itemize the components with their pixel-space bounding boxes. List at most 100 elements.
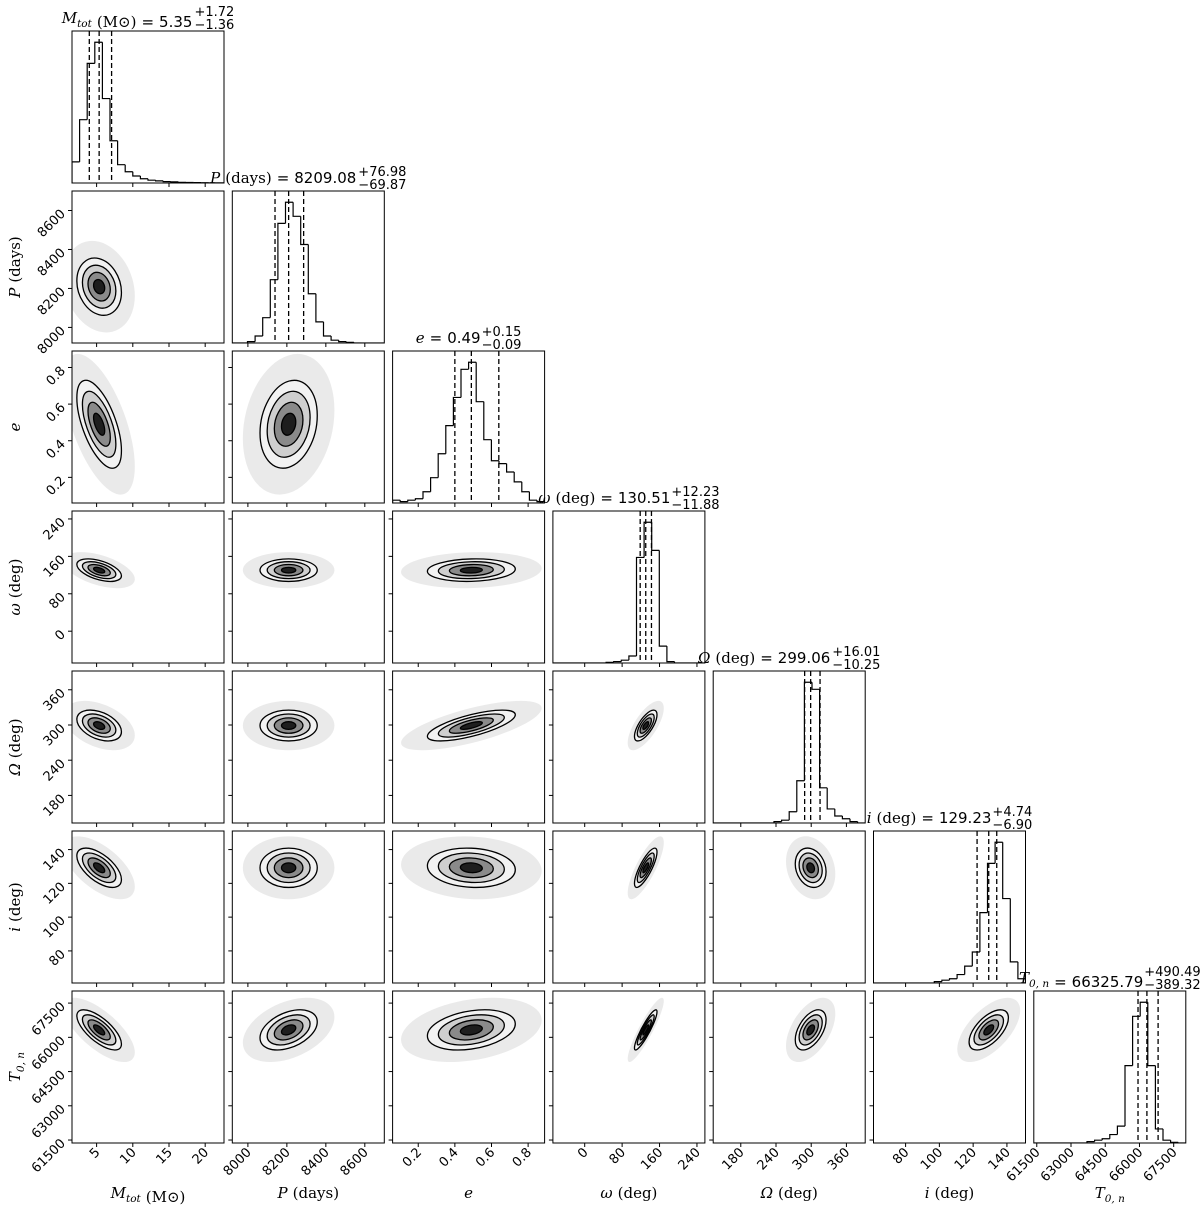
contour xyxy=(807,862,815,874)
histogram-bin xyxy=(1109,1133,1118,1139)
histogram-bin xyxy=(781,819,790,822)
x-tick-label: 5 xyxy=(87,1145,103,1161)
label-unit: (deg) xyxy=(556,489,596,507)
histogram-bin xyxy=(528,491,537,501)
panel-area xyxy=(873,831,1026,983)
y-tick-label: 64500 xyxy=(29,1068,69,1108)
panel-area xyxy=(401,552,542,589)
title-plus: +1.72 xyxy=(194,5,234,20)
histogram-bin xyxy=(628,655,637,661)
label-unit: (days) xyxy=(293,1184,339,1202)
x-tick-label: 8000 xyxy=(221,1145,255,1179)
title-plus: +0.15 xyxy=(482,325,522,340)
histogram-bin xyxy=(72,161,80,183)
y-tick-label: 8200 xyxy=(35,285,69,319)
histogram-bin xyxy=(673,661,683,663)
histogram-bin xyxy=(437,453,446,478)
contour xyxy=(281,567,295,573)
histogram-bin xyxy=(1094,1139,1103,1142)
x-tick-label: 160 xyxy=(638,1145,666,1173)
panel-title: P (days) = 8209.08 xyxy=(209,169,356,187)
histogram-bin xyxy=(139,175,148,180)
x-tick-label: 240 xyxy=(755,1145,783,1173)
panel-title: Mtot (M⊙) = 5.35 xyxy=(61,9,193,31)
panel-area xyxy=(72,997,135,1063)
panel-frame xyxy=(712,670,866,824)
panel-frame xyxy=(392,670,546,824)
panel-area xyxy=(72,552,135,589)
panel-area xyxy=(713,671,866,823)
label-symbol: T xyxy=(1095,1184,1106,1202)
histogram-bin xyxy=(658,550,667,647)
x-axis-label: e xyxy=(464,1184,473,1202)
y-tick-label: 0.4 xyxy=(44,437,69,462)
x-tick-label: 20 xyxy=(190,1145,212,1167)
x-axis-label: Mtot (M⊙) xyxy=(110,1184,186,1206)
histogram-bin xyxy=(826,787,835,810)
label-unit: (M⊙) xyxy=(146,1188,186,1206)
panel xyxy=(548,670,706,827)
histogram-bin xyxy=(788,811,797,821)
panel: 0.2 0.4 0.6 0.8 xyxy=(388,990,546,1170)
histogram-bin xyxy=(475,362,484,403)
contour xyxy=(643,861,649,875)
panel-title: T0, n = 66325.79 xyxy=(1019,969,1143,991)
y-tick-label: 240 xyxy=(41,515,69,543)
panel-frame xyxy=(71,990,225,1144)
y-axis-label: ω (deg) xyxy=(6,558,24,615)
panel-frame xyxy=(71,190,225,344)
histogram-bin xyxy=(345,341,354,343)
x-axis-label: ω (deg) xyxy=(600,1184,657,1202)
contour xyxy=(643,1023,649,1036)
histogram-bin xyxy=(1132,1015,1141,1066)
histogram-bin xyxy=(322,321,332,337)
panel-frame xyxy=(71,30,225,184)
y-axis-label: i (deg) xyxy=(6,882,24,932)
histogram-bin xyxy=(948,978,958,981)
contour xyxy=(281,863,295,873)
panel: T0, n = 66325.79+490.49−389.32 615006300064… xyxy=(1004,965,1200,1185)
panel xyxy=(228,670,385,827)
title-plus: +490.49 xyxy=(1144,965,1200,980)
histogram-bin xyxy=(155,180,164,182)
equals: = xyxy=(921,809,934,827)
histogram-bin xyxy=(964,965,973,975)
x-tick-label: 8400 xyxy=(299,1145,333,1179)
x-tick-label: 80 xyxy=(890,1145,912,1167)
x-tick-label: 240 xyxy=(676,1145,704,1173)
histogram-bin xyxy=(994,841,1003,864)
title-median: 299.06 xyxy=(778,649,831,667)
panel xyxy=(388,830,546,987)
panel-area xyxy=(72,240,135,333)
panel-area xyxy=(242,997,335,1063)
histogram-bin xyxy=(1002,842,1011,900)
x-axis-label: P (days) xyxy=(277,1184,340,1202)
panel xyxy=(709,830,866,987)
panel-area xyxy=(627,997,664,1063)
y-axis-label: T0, n xyxy=(6,1052,27,1082)
y-tick-label: 140 xyxy=(41,846,69,874)
y-tick-label: 240 xyxy=(41,756,69,784)
equals: = xyxy=(600,489,613,507)
histogram-bin xyxy=(513,472,522,483)
contour xyxy=(643,720,649,731)
title-median: 8209.08 xyxy=(294,169,356,187)
y-tick-label: 8600 xyxy=(35,207,69,241)
panel-area xyxy=(242,700,335,751)
histogram-bin xyxy=(262,317,271,336)
contour xyxy=(94,861,105,875)
histogram-bin xyxy=(1162,1128,1171,1141)
x-tick-label: 0.6 xyxy=(473,1145,498,1170)
histogram-bin xyxy=(452,396,461,426)
panel-title: Ω (deg) = 299.06 xyxy=(697,649,830,667)
label-unit: (M⊙) xyxy=(97,13,137,31)
title-minus: −6.90 xyxy=(992,818,1032,833)
histogram-bin xyxy=(277,222,286,280)
panel-frame xyxy=(392,990,546,1144)
panel-area xyxy=(627,836,664,900)
histogram-bin xyxy=(635,556,645,656)
